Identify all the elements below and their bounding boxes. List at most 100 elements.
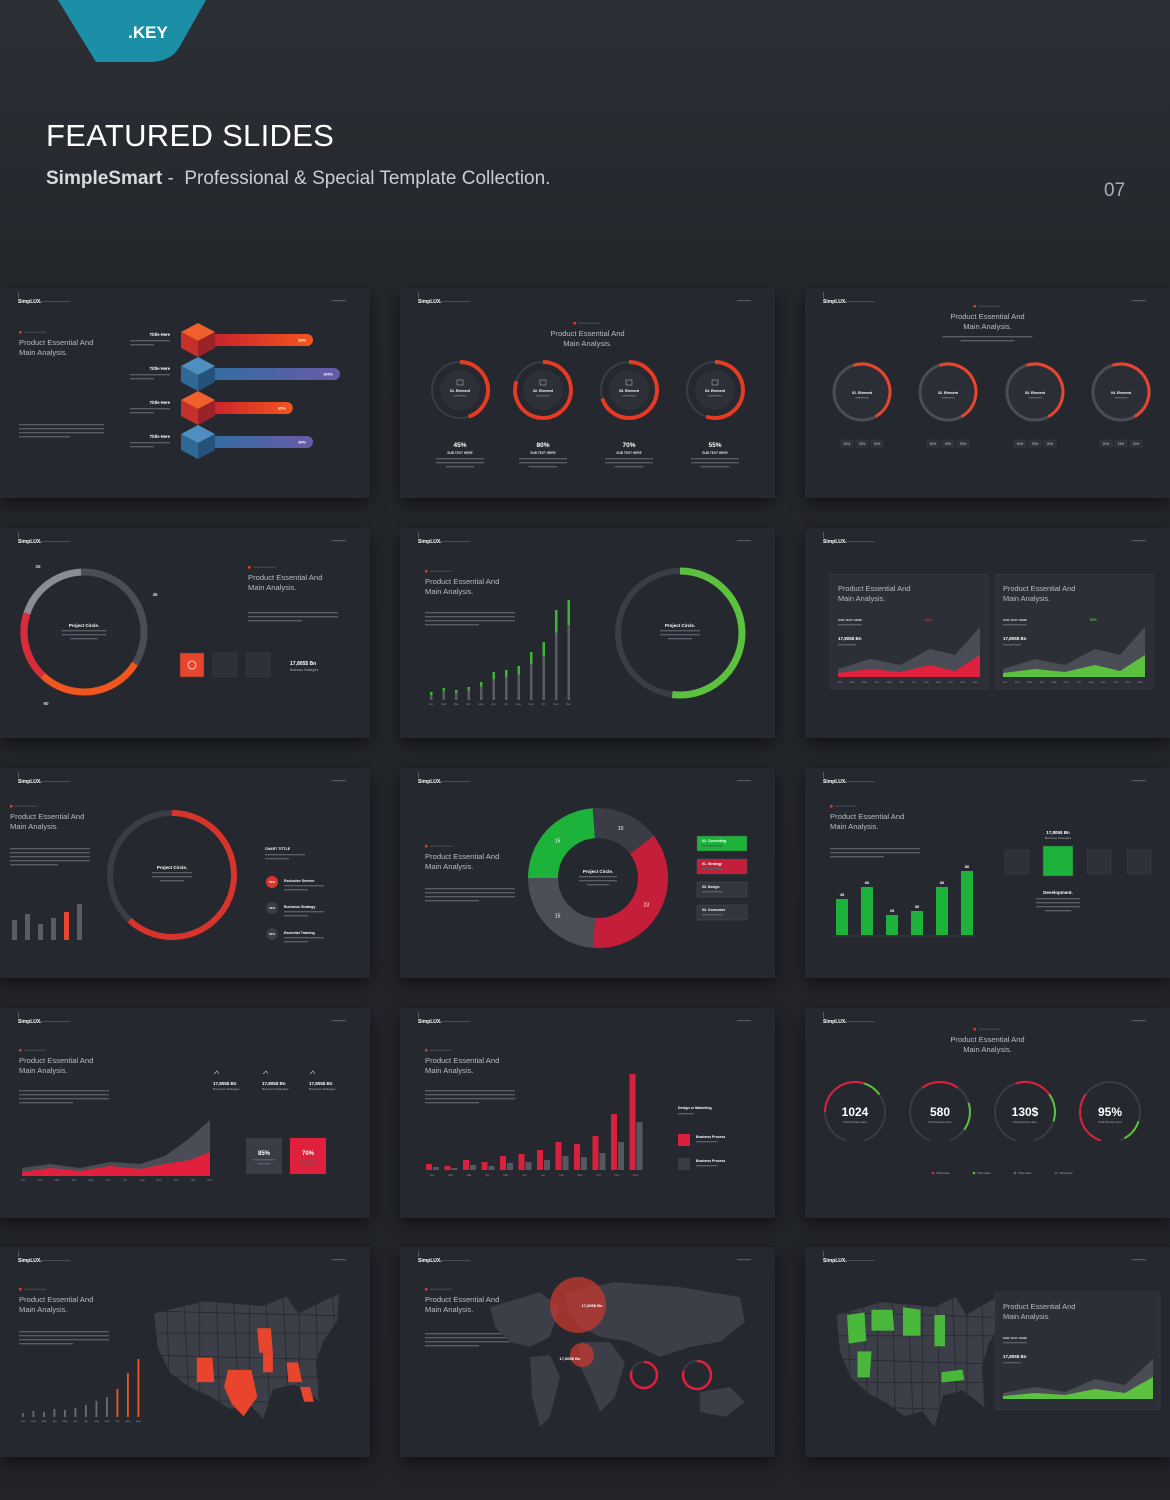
text-line — [445, 466, 475, 468]
pill-label: 30% — [874, 442, 881, 446]
month-label: Feb — [448, 1173, 453, 1177]
month-label: Jul — [1077, 680, 1081, 684]
bar — [861, 887, 873, 935]
logo-mark — [823, 532, 824, 538]
box — [246, 1138, 282, 1174]
logo: SimpLUX. — [823, 1258, 847, 1264]
kicker — [248, 566, 251, 569]
bar — [530, 652, 533, 700]
stat: 17,805$ Bn — [290, 661, 316, 667]
stat-sub: Business Strategies — [213, 1087, 240, 1091]
text-line — [605, 462, 653, 464]
arc-red — [824, 1081, 865, 1113]
logo-rule — [845, 541, 875, 542]
month-label: Mar — [1027, 680, 1032, 684]
text-line — [605, 458, 653, 460]
bar — [537, 1150, 543, 1170]
value-label: 80 — [965, 864, 970, 869]
bar — [500, 1156, 506, 1170]
pill — [1013, 439, 1027, 448]
cube-right — [198, 332, 215, 357]
ring-arc — [127, 810, 237, 940]
logo-mark — [418, 292, 419, 298]
month-label: Oct — [596, 1173, 601, 1177]
continent — [699, 1386, 746, 1418]
text-line — [579, 876, 617, 878]
segment-label: 10 — [618, 826, 624, 832]
month-label: Jan — [430, 1173, 435, 1177]
pill-label: 30% — [960, 442, 967, 446]
month-label: Feb — [850, 680, 855, 684]
pill — [1099, 439, 1113, 448]
icon — [539, 379, 547, 386]
kicker-line — [978, 1028, 1001, 1030]
arc-green — [1123, 1120, 1140, 1140]
text-line — [660, 630, 700, 632]
text-line — [519, 458, 567, 460]
kicker — [19, 1288, 22, 1291]
logo-rule — [40, 301, 70, 302]
badge: 65% — [925, 618, 932, 622]
heading: Main Analysis. — [425, 1305, 474, 1314]
bar — [611, 1114, 617, 1170]
center-label: Project Circle. — [157, 865, 187, 870]
bar — [555, 1142, 562, 1170]
logo-rule — [40, 1260, 70, 1261]
logo-rule — [440, 541, 470, 542]
text-line — [130, 378, 154, 380]
card-heading: Main Analysis. — [838, 594, 885, 603]
kicker — [973, 305, 976, 308]
legend-dot — [1054, 1171, 1058, 1175]
bar — [85, 1405, 87, 1417]
arc-red — [1079, 1093, 1102, 1142]
heading: Product Essential And — [425, 1056, 499, 1065]
heading: Product Essential And — [248, 573, 322, 582]
text-line — [960, 340, 1015, 342]
pill — [870, 439, 884, 448]
month-label: Nov — [126, 1419, 132, 1423]
kicker-line — [15, 805, 37, 807]
ring-inner — [523, 370, 563, 410]
text-line — [19, 428, 104, 430]
card-heading: Product Essential And — [1003, 584, 1075, 593]
cube-left — [181, 366, 198, 391]
text-line — [425, 1333, 515, 1335]
legend-dot — [1013, 1171, 1017, 1175]
text-line — [19, 1090, 109, 1092]
page-tag — [737, 1259, 751, 1261]
stat: 17,805$ Bn — [262, 1081, 286, 1086]
bar — [481, 1162, 488, 1170]
icon — [711, 379, 719, 386]
text-line — [10, 860, 90, 862]
text-line — [10, 848, 90, 850]
ring-arc — [513, 360, 573, 420]
value-label: 30 — [915, 904, 920, 909]
bar — [426, 1164, 432, 1170]
pill — [926, 439, 940, 448]
text-line — [425, 892, 515, 894]
icon — [309, 1070, 316, 1075]
text-line — [1036, 906, 1080, 908]
item-title: Tittle Here — [150, 400, 171, 405]
text-line — [702, 891, 723, 893]
slide: SimpLUX. 25 45 60 Project Circle. Product Ess… — [0, 528, 370, 738]
legend-box — [696, 904, 748, 921]
month-label: Aug — [94, 1419, 99, 1423]
state — [857, 1351, 872, 1378]
stat: 130$ — [1012, 1105, 1039, 1119]
text-line — [696, 1165, 718, 1167]
area-back — [838, 627, 980, 677]
stat: 95% — [1098, 1105, 1122, 1119]
text-line — [130, 442, 170, 444]
stat-sub: Business Strategies — [290, 668, 319, 672]
pill — [840, 439, 854, 448]
page-tag — [1132, 780, 1146, 782]
slide: SimpLUX. Product Essential And Main Analys… — [400, 1008, 775, 1218]
element-label: 03. Element — [1025, 391, 1046, 395]
month-label: Feb — [38, 1178, 43, 1182]
logo-mark — [418, 1251, 419, 1257]
ring-arc — [1025, 362, 1065, 418]
text-line — [10, 856, 90, 858]
kicker-line — [253, 566, 275, 568]
